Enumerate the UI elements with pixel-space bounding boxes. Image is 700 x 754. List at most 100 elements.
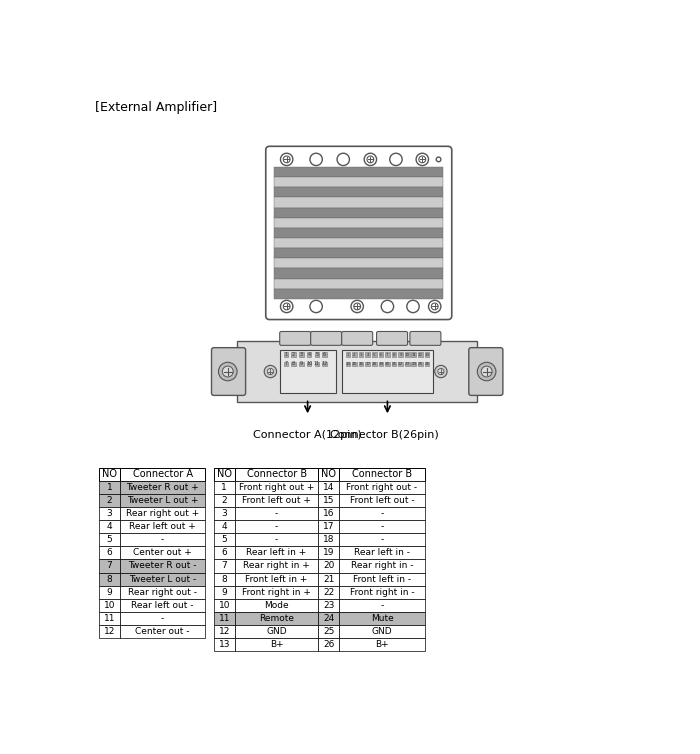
Bar: [379, 361, 383, 366]
Text: 17: 17: [323, 523, 335, 531]
Bar: [274, 238, 443, 248]
Bar: [318, 572, 340, 586]
Text: B+: B+: [375, 640, 389, 649]
Text: Rear right out +: Rear right out +: [126, 509, 200, 518]
Bar: [340, 599, 425, 611]
Bar: [120, 481, 205, 494]
Bar: [318, 494, 340, 507]
Circle shape: [364, 153, 377, 166]
Text: Connector B(26pin): Connector B(26pin): [330, 430, 439, 440]
Text: Tweeter R out +: Tweeter R out +: [126, 483, 199, 492]
Text: 1: 1: [346, 353, 349, 357]
Circle shape: [382, 300, 393, 313]
Circle shape: [407, 300, 419, 313]
Bar: [318, 507, 340, 520]
Text: 7: 7: [386, 353, 389, 357]
Circle shape: [428, 300, 441, 313]
Text: 6: 6: [221, 548, 228, 557]
Text: Front right in -: Front right in -: [350, 587, 414, 596]
Text: 2: 2: [292, 352, 295, 357]
Text: 12: 12: [104, 627, 116, 636]
Text: 4: 4: [221, 523, 227, 531]
Bar: [99, 547, 120, 559]
Bar: [214, 494, 235, 507]
Text: Connector A: Connector A: [133, 469, 192, 480]
Bar: [340, 611, 425, 625]
Bar: [340, 572, 425, 586]
Text: Connector B: Connector B: [352, 469, 412, 480]
Circle shape: [416, 153, 428, 166]
Circle shape: [431, 303, 438, 310]
Bar: [340, 586, 425, 599]
Bar: [340, 520, 425, 533]
Text: Tweeter L out +: Tweeter L out +: [127, 496, 198, 505]
Bar: [274, 177, 443, 187]
Bar: [99, 599, 120, 611]
Circle shape: [337, 153, 349, 166]
Circle shape: [284, 303, 290, 310]
Bar: [214, 599, 235, 611]
Bar: [318, 481, 340, 494]
Text: 26: 26: [323, 640, 335, 649]
Bar: [234, 638, 318, 651]
Text: 11: 11: [218, 614, 230, 623]
Text: Connector B: Connector B: [246, 469, 307, 480]
Bar: [214, 481, 235, 494]
Bar: [372, 361, 377, 366]
Bar: [274, 207, 443, 218]
Bar: [340, 507, 425, 520]
Text: 8: 8: [106, 575, 113, 584]
Bar: [99, 611, 120, 625]
Bar: [274, 198, 443, 207]
Circle shape: [281, 300, 293, 313]
Text: Mute: Mute: [370, 614, 393, 623]
Bar: [418, 361, 423, 366]
Bar: [214, 638, 235, 651]
Text: Mode: Mode: [265, 601, 289, 610]
Bar: [425, 352, 429, 357]
Bar: [284, 352, 288, 357]
FancyBboxPatch shape: [377, 332, 407, 345]
Text: Front left out -: Front left out -: [350, 496, 414, 505]
Text: 5: 5: [315, 352, 318, 357]
Text: -: -: [380, 535, 384, 544]
Text: GND: GND: [266, 627, 287, 636]
Text: 13: 13: [218, 640, 230, 649]
Circle shape: [284, 156, 290, 163]
Bar: [234, 481, 318, 494]
Circle shape: [223, 366, 233, 377]
Text: 25: 25: [323, 627, 335, 636]
Bar: [398, 361, 403, 366]
Text: 6: 6: [379, 353, 382, 357]
Bar: [214, 625, 235, 638]
Bar: [234, 467, 318, 481]
Circle shape: [218, 362, 237, 381]
Bar: [120, 572, 205, 586]
Bar: [346, 352, 350, 357]
Bar: [372, 352, 377, 357]
Bar: [346, 361, 350, 366]
Bar: [314, 352, 319, 357]
Text: 3: 3: [300, 352, 303, 357]
Circle shape: [281, 153, 293, 166]
Bar: [120, 625, 205, 638]
Circle shape: [390, 153, 402, 166]
Text: 23: 23: [323, 601, 335, 610]
Text: 3: 3: [221, 509, 228, 518]
Text: 19: 19: [323, 548, 335, 557]
Text: 11: 11: [412, 353, 416, 357]
Bar: [214, 467, 235, 481]
Text: 1: 1: [106, 483, 113, 492]
Text: [External Amplifier]: [External Amplifier]: [95, 101, 218, 114]
Bar: [318, 520, 340, 533]
Bar: [340, 547, 425, 559]
Bar: [342, 350, 433, 393]
Bar: [340, 481, 425, 494]
Text: 20: 20: [385, 362, 390, 366]
Bar: [352, 361, 357, 366]
Text: Tweeter L out -: Tweeter L out -: [129, 575, 196, 584]
Bar: [99, 533, 120, 547]
Text: 8: 8: [393, 353, 395, 357]
Bar: [234, 507, 318, 520]
Text: B+: B+: [270, 640, 284, 649]
